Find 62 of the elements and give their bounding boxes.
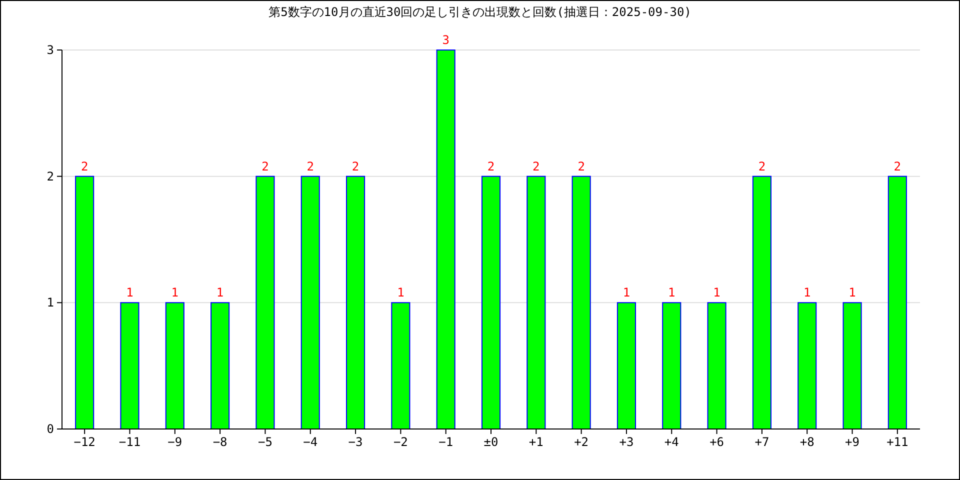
bar — [481, 176, 501, 430]
bar — [798, 302, 817, 430]
x-tick-label: +7 — [754, 435, 770, 449]
x-tick-label: ±0 — [484, 435, 498, 449]
x-tick-label: +6 — [710, 435, 724, 449]
bar — [572, 176, 591, 430]
data-label: 1 — [171, 286, 179, 300]
data-label: 2 — [306, 159, 314, 174]
x-tick-label: +2 — [574, 435, 589, 449]
bar — [210, 302, 230, 430]
bar — [120, 302, 140, 430]
x-tick-label: +1 — [528, 435, 544, 449]
data-label: 1 — [126, 286, 134, 300]
bar — [436, 50, 456, 430]
data-label: 1 — [397, 286, 404, 300]
y-tick-label: 3 — [46, 43, 54, 57]
x-tick-label: −12 — [74, 435, 96, 449]
bar — [346, 176, 366, 430]
bar — [888, 176, 907, 430]
data-label: 1 — [622, 286, 630, 300]
bar — [707, 302, 726, 430]
x-tick-label: −4 — [303, 435, 318, 449]
x-tick-label: +3 — [619, 435, 634, 449]
chart-title: 第5数字の10月の直近30回の足し引きの出現数と回数(抽選日：2025-09-30) — [268, 5, 692, 19]
x-tick-label: −11 — [118, 435, 141, 449]
data-label: 2 — [894, 159, 902, 174]
bar — [662, 302, 682, 430]
x-tick-label: −2 — [393, 435, 408, 449]
data-label: 1 — [668, 286, 676, 300]
bar — [842, 302, 862, 430]
y-tick-label: 1 — [46, 296, 54, 310]
data-label: 2 — [352, 159, 360, 174]
bar — [300, 176, 320, 430]
bar — [391, 302, 410, 430]
bar — [526, 176, 546, 430]
bar — [165, 302, 184, 430]
data-label: 1 — [216, 286, 224, 300]
data-label: 1 — [713, 286, 720, 300]
y-tick-label: 2 — [46, 169, 54, 184]
bar — [75, 176, 94, 430]
data-label: 2 — [80, 159, 88, 174]
x-tick-label: −3 — [348, 435, 363, 449]
x-tick-label: −8 — [212, 435, 228, 449]
data-label: 2 — [262, 159, 269, 174]
bar — [752, 176, 772, 430]
data-label: 2 — [578, 159, 585, 174]
x-tick-label: +4 — [664, 435, 679, 449]
bar — [256, 176, 275, 430]
data-label: 2 — [487, 159, 495, 174]
bar — [616, 302, 636, 430]
x-tick-label: −9 — [168, 435, 182, 449]
data-label: 2 — [532, 159, 540, 174]
data-label: 2 — [758, 159, 766, 174]
data-label: 1 — [848, 286, 856, 300]
x-tick-label: −5 — [258, 435, 272, 449]
data-label: 3 — [442, 33, 450, 47]
x-tick-label: +9 — [845, 435, 860, 449]
data-label: 1 — [803, 286, 811, 300]
x-tick-label: +11 — [886, 435, 908, 449]
x-tick-label: −1 — [438, 435, 454, 449]
y-tick-label: 0 — [46, 422, 54, 436]
x-tick-label: +8 — [800, 435, 814, 449]
